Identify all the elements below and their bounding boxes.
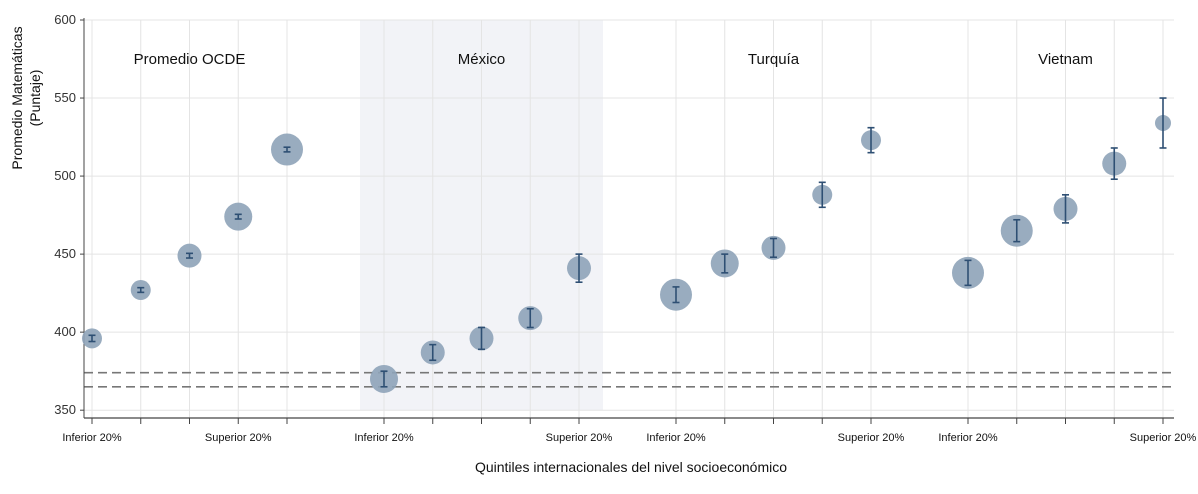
x-tick-label-1-1: Inferior 20% <box>354 432 414 444</box>
x-tick-label-2-1: Inferior 20% <box>646 432 706 444</box>
y-tick-label-0: 350 <box>54 402 76 417</box>
axes-layer <box>80 18 1174 424</box>
x-tick-label-1-5: Superior 20% <box>546 432 613 444</box>
group-title-1: México <box>458 51 506 68</box>
group-title-3: Vietnam <box>1038 51 1093 68</box>
reference-lines-layer <box>84 371 1174 388</box>
y-tick-label-5: 600 <box>54 12 76 27</box>
x-axis-title: Quintiles internacionales del nivel soci… <box>475 459 787 475</box>
marks-layer <box>82 97 1171 393</box>
labels-layer: Promedio Matemáticas (Puntaje) Quintiles… <box>9 12 1197 475</box>
x-tick-label-3-5: Superior 20% <box>1130 432 1197 444</box>
y-tick-label-2: 450 <box>54 246 76 261</box>
y-axis-title-line2: (Puntaje) <box>27 70 43 127</box>
x-tick-label-2-5: Superior 20% <box>838 432 905 444</box>
x-tick-label-0-4: Superior 20% <box>205 432 272 444</box>
x-tick-label-3-1: Inferior 20% <box>938 432 998 444</box>
y-axis-title-line1: Promedio Matemáticas <box>9 26 25 169</box>
group-title-0: Promedio OCDE <box>134 51 246 68</box>
y-tick-label-3: 500 <box>54 168 76 183</box>
x-tick-label-0-1: Inferior 20% <box>62 432 122 444</box>
y-tick-label-1: 400 <box>54 324 76 339</box>
y-tick-label-4: 550 <box>54 90 76 105</box>
group-title-2: Turquía <box>748 51 800 68</box>
